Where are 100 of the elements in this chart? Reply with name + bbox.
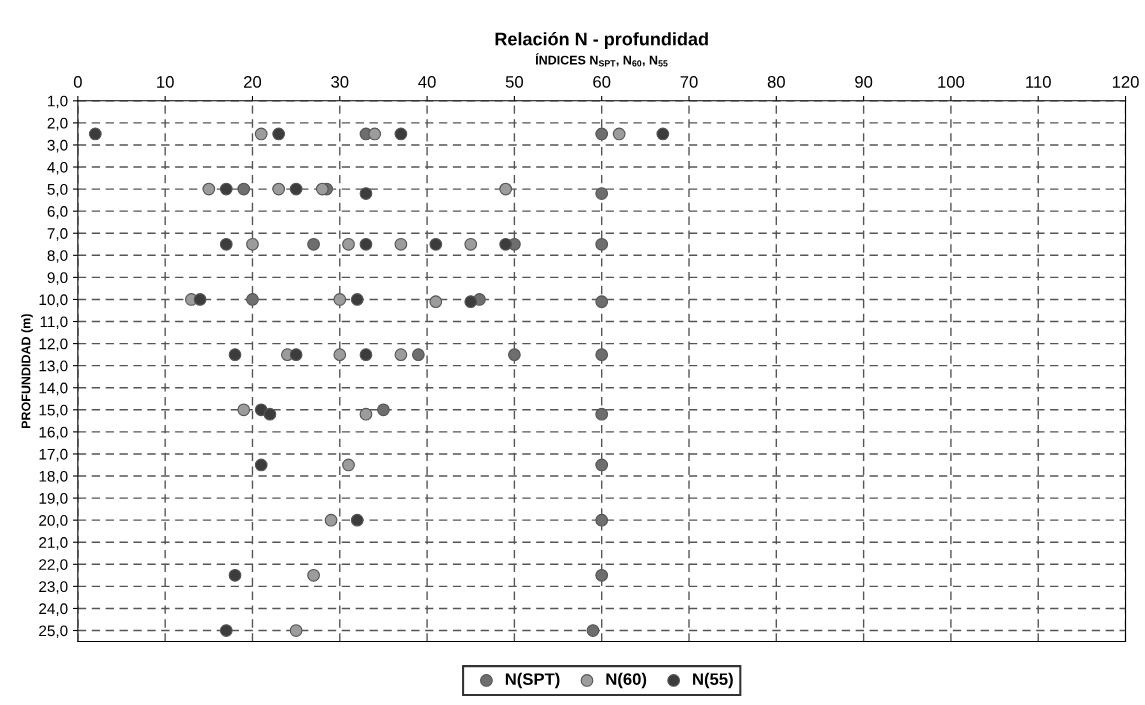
x-tick-label: 40 — [418, 76, 436, 88]
y-tick-label: 25,0 — [39, 625, 68, 639]
point — [228, 348, 242, 361]
point — [359, 187, 373, 200]
point — [272, 182, 286, 196]
point — [342, 237, 355, 251]
point — [586, 624, 600, 637]
point — [289, 182, 303, 196]
x-tick-label: 80 — [767, 76, 785, 88]
y-tick-label: 7,0 — [47, 228, 68, 241]
x-tick-label: 50 — [505, 76, 524, 88]
point — [272, 127, 286, 141]
point — [333, 293, 347, 306]
point — [254, 458, 268, 472]
x-tick-label: 110 — [1026, 76, 1051, 88]
y-tick-label: 17,0 — [39, 448, 68, 462]
point — [350, 513, 364, 527]
y-tick-label: 15,0 — [39, 404, 68, 418]
y-tick-label: 1,0 — [48, 95, 68, 109]
point — [656, 127, 670, 141]
y-tick-label: 12,0 — [39, 338, 68, 352]
y-tick-label: 23,0 — [39, 581, 68, 594]
point — [499, 237, 513, 251]
point — [350, 293, 364, 306]
point — [595, 458, 609, 472]
y-tick-label: 5,0 — [47, 183, 68, 197]
y-tick-label: 6,0 — [47, 206, 68, 219]
point — [307, 568, 320, 582]
point — [219, 624, 233, 637]
point — [359, 407, 373, 421]
point — [254, 127, 268, 141]
point — [595, 295, 609, 309]
point — [307, 237, 320, 251]
point — [193, 293, 207, 306]
point — [394, 237, 408, 251]
x-tick-label: 0 — [73, 76, 82, 88]
point — [246, 237, 259, 251]
point — [289, 348, 303, 361]
x-tick-label: 60 — [593, 76, 611, 88]
x-tick-label: 30 — [331, 76, 349, 88]
point — [88, 127, 102, 141]
y-tick-label: 20,0 — [39, 515, 68, 528]
point — [359, 348, 373, 361]
y-tick-label: 4,0 — [47, 161, 68, 175]
x-tick-label: 20 — [244, 76, 262, 88]
x-axis-title: ÍNDICES N$_{SPT}$, N$_{60}$, N$_{55}$ — [535, 53, 668, 67]
point — [595, 187, 609, 200]
legend-label: N(60) — [606, 672, 647, 689]
point — [595, 127, 609, 141]
point — [499, 182, 513, 196]
y-tick-label: 3,0 — [47, 139, 68, 153]
y-tick-label: 24,0 — [39, 603, 68, 616]
point — [612, 127, 626, 141]
point — [324, 513, 338, 527]
y-tick-label: 13,0 — [39, 360, 68, 374]
x-tick-label: 70 — [680, 76, 698, 88]
point — [246, 293, 259, 306]
point — [377, 403, 390, 417]
point — [219, 182, 233, 196]
y-tick-label: 16,0 — [39, 426, 68, 440]
point — [315, 182, 329, 196]
point — [464, 237, 478, 251]
point — [289, 624, 303, 637]
y-tick-label: 21,0 — [39, 537, 68, 550]
point — [595, 348, 609, 361]
point — [464, 295, 478, 309]
y-tick-label: 10,0 — [39, 294, 68, 307]
y-axis-title: PROFUNDIDAD (m) — [21, 314, 33, 428]
point — [429, 295, 443, 309]
y-tick-label: 9,0 — [47, 272, 68, 285]
point — [595, 513, 609, 527]
point — [342, 458, 355, 472]
point — [237, 403, 251, 417]
x-tick-label: 10 — [157, 76, 174, 88]
point — [202, 182, 216, 196]
point — [394, 127, 408, 141]
y-tick-label: 19,0 — [39, 492, 68, 506]
x-tick-label: 100 — [938, 76, 965, 88]
point — [237, 182, 251, 196]
y-tick-label: 8,0 — [47, 250, 68, 263]
point — [429, 237, 443, 251]
point — [359, 237, 373, 251]
y-tick-label: 22,0 — [39, 559, 68, 572]
x-tick-label: 120 — [1112, 76, 1139, 88]
x-tick-label: 90 — [855, 76, 873, 88]
point — [263, 407, 277, 421]
legend-label: N(55) — [693, 672, 733, 689]
chart-title: Relación N - profundidad — [495, 32, 708, 50]
point — [394, 348, 408, 361]
point — [595, 407, 609, 421]
point — [595, 568, 609, 582]
legend-label: N(SPT) — [505, 672, 560, 689]
point — [595, 237, 609, 251]
y-tick-label: 11,0 — [40, 316, 68, 330]
point — [411, 348, 425, 361]
y-tick-label: 18,0 — [39, 470, 68, 484]
point — [219, 237, 233, 251]
point — [228, 568, 242, 582]
y-tick-label: 2,0 — [47, 117, 68, 131]
point — [333, 348, 347, 361]
